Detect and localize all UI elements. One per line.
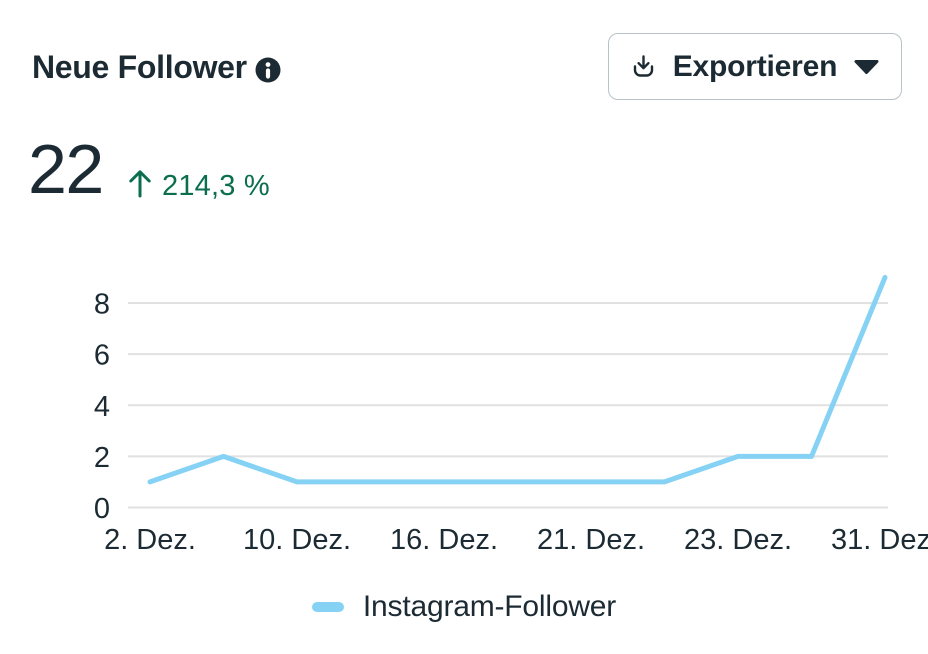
x-axis-label: 23. Dez. xyxy=(684,524,792,556)
y-axis-label: 6 xyxy=(94,340,110,372)
trend-percent: 214,3 % xyxy=(162,170,270,202)
x-axis-label: 31. Dez. xyxy=(831,524,928,556)
chart-legend: Instagram-Follower xyxy=(0,589,928,625)
metric-value: 22 xyxy=(28,130,104,208)
card-title: Neue Follower xyxy=(32,49,247,85)
trend-up-icon xyxy=(126,168,154,199)
y-axis-label: 4 xyxy=(94,391,110,423)
legend-swatch-instagram xyxy=(311,602,344,612)
y-axis-label: 0 xyxy=(94,493,110,525)
x-axis-label: 21. Dez. xyxy=(537,524,645,556)
x-axis-label: 16. Dez. xyxy=(390,524,498,556)
export-button[interactable]: Exportieren xyxy=(608,33,902,100)
export-button-label: Exportieren xyxy=(672,49,838,83)
series-line-Instagram-Follower xyxy=(147,274,888,485)
info-icon[interactable] xyxy=(255,57,281,83)
legend-label-instagram: Instagram-Follower xyxy=(362,590,617,623)
download-icon xyxy=(630,53,657,80)
y-axis-label: 8 xyxy=(94,289,110,321)
followers-chart[interactable]: 0 2 4 6 8 2. Dez. 10. Dez. 16. Dez. 21. Dez. 23. … xyxy=(0,260,928,560)
chart-svg: 0 2 4 6 8 2. Dez. 10. Dez. 16. Dez. 21. Dez. 23. … xyxy=(94,274,928,556)
y-axis-label: 2 xyxy=(94,442,110,474)
x-axis-label: 10. Dez. xyxy=(243,524,351,556)
chevron-down-icon xyxy=(853,59,880,75)
x-axis-label: 2. Dez. xyxy=(104,524,196,556)
